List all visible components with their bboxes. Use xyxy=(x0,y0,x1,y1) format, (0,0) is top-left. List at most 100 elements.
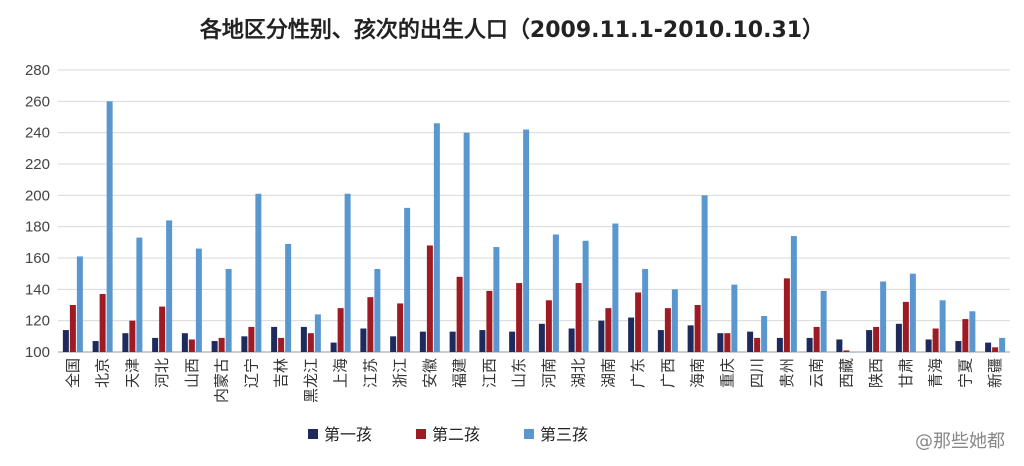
bar xyxy=(195,248,202,352)
bar xyxy=(516,283,523,352)
bar xyxy=(701,195,708,352)
x-category-label: 广西 xyxy=(659,358,677,388)
bar xyxy=(582,240,589,352)
x-category-label: 青海 xyxy=(927,358,945,388)
bar xyxy=(367,297,374,352)
bar xyxy=(456,276,463,352)
y-tick-label: 180 xyxy=(25,219,50,236)
bar xyxy=(962,319,969,352)
bar xyxy=(605,308,612,352)
bar xyxy=(285,243,292,352)
bar xyxy=(724,333,731,352)
x-category-label: 云南 xyxy=(808,358,826,388)
bar xyxy=(449,331,456,352)
bar xyxy=(866,330,873,352)
bar xyxy=(783,278,790,352)
bar xyxy=(747,331,754,352)
bar xyxy=(188,339,195,352)
x-category-label: 吉林 xyxy=(272,358,290,388)
bar xyxy=(969,311,976,352)
bar xyxy=(479,330,486,352)
x-category-label: 河北 xyxy=(153,358,171,388)
x-category-label: 海南 xyxy=(689,358,707,388)
bar xyxy=(374,268,381,352)
x-category-label: 四川 xyxy=(748,358,766,388)
bar xyxy=(390,336,397,352)
bar xyxy=(419,331,426,352)
bar xyxy=(545,300,552,352)
bar xyxy=(895,323,902,352)
x-category-label: 安徽 xyxy=(421,358,439,388)
bar xyxy=(820,290,827,352)
bar xyxy=(694,305,701,352)
y-tick-label: 280 xyxy=(25,62,50,79)
bar xyxy=(152,337,159,352)
x-category-label: 宁夏 xyxy=(956,358,974,388)
bar xyxy=(985,342,992,352)
bar xyxy=(271,326,278,352)
bar xyxy=(523,129,530,352)
bar xyxy=(568,328,575,352)
bar xyxy=(880,281,887,352)
bar xyxy=(307,333,314,352)
bar xyxy=(330,342,337,352)
bar xyxy=(664,308,671,352)
bar xyxy=(69,305,76,352)
bar xyxy=(218,337,225,352)
bar xyxy=(99,294,106,352)
bar xyxy=(106,101,113,352)
bar xyxy=(843,350,850,352)
legend-swatch xyxy=(308,429,318,439)
x-category-label: 广东 xyxy=(629,358,647,388)
bar xyxy=(300,326,307,352)
x-category-label: 重庆 xyxy=(718,358,736,388)
legend-swatch xyxy=(416,429,426,439)
bar xyxy=(628,317,635,352)
bar xyxy=(248,326,255,352)
bar xyxy=(999,337,1006,352)
bar xyxy=(92,341,99,352)
bar xyxy=(806,337,813,352)
legend-swatch xyxy=(524,429,534,439)
bar xyxy=(731,284,738,352)
bar xyxy=(241,336,248,352)
x-category-label: 内蒙古 xyxy=(213,358,231,403)
x-category-label: 陕西 xyxy=(867,358,885,388)
bar xyxy=(776,337,783,352)
bar xyxy=(717,333,724,352)
x-category-label: 辽宁 xyxy=(242,358,260,388)
bar xyxy=(836,339,843,352)
bar xyxy=(509,331,516,352)
bar xyxy=(754,337,761,352)
bar xyxy=(813,326,820,352)
bar xyxy=(902,301,909,352)
watermark-text: @那些她都 xyxy=(915,431,1005,452)
bar xyxy=(255,193,262,352)
bar xyxy=(790,236,797,352)
bar xyxy=(635,292,642,352)
x-category-label: 浙江 xyxy=(391,358,409,388)
legend-label: 第三孩 xyxy=(540,425,588,444)
x-category-label: 天津 xyxy=(123,358,141,388)
x-category-label: 江苏 xyxy=(361,358,379,388)
bar xyxy=(925,339,932,352)
x-category-label: 湖北 xyxy=(570,358,588,388)
x-category-label: 上海 xyxy=(332,358,350,388)
bar xyxy=(992,347,999,352)
y-tick-label: 120 xyxy=(25,313,50,330)
bar xyxy=(397,303,404,352)
bar xyxy=(433,123,440,353)
bar xyxy=(426,245,433,352)
bar xyxy=(850,352,857,353)
bar xyxy=(687,325,694,352)
x-category-label: 黑龙江 xyxy=(302,358,320,403)
bar xyxy=(129,320,136,352)
bar xyxy=(404,207,411,352)
bar xyxy=(873,326,880,352)
x-category-label: 湖南 xyxy=(599,358,617,388)
bar xyxy=(225,268,232,352)
bar xyxy=(166,220,173,352)
bar xyxy=(939,300,946,352)
